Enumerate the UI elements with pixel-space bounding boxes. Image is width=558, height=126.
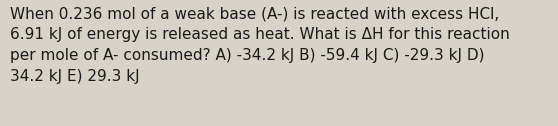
Text: When 0.236 mol of a weak base (A-) is reacted with excess HCl,
6.91 kJ of energy: When 0.236 mol of a weak base (A-) is re… [10,6,510,84]
